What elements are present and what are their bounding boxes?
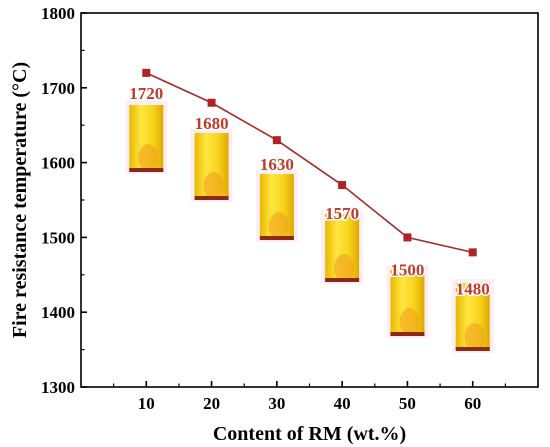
sample-base: [325, 278, 360, 282]
y-tick-label: 1800: [41, 4, 75, 23]
sample-base: [129, 168, 164, 172]
x-tick-label: 10: [138, 394, 155, 413]
sample-base: [455, 347, 490, 351]
sample-photo: [190, 129, 233, 202]
sample-base: [194, 196, 229, 200]
sample-glow: [464, 323, 485, 351]
x-tick-label: 20: [203, 394, 220, 413]
data-label: 1680: [195, 114, 229, 133]
data-point: [403, 233, 412, 242]
sample-photo: [386, 266, 429, 338]
series-line: [145, 72, 473, 254]
x-axis-title: Content of RM (wt.%): [213, 423, 406, 445]
data-label: 1480: [456, 279, 490, 298]
data-point: [142, 68, 151, 77]
sample-photo: [451, 279, 494, 353]
sample-glow: [203, 172, 224, 200]
data-label: 1630: [260, 155, 294, 174]
axes: 1300 1400 1500 1600 1700 1800 10 20 30 40 50 60: [41, 4, 539, 413]
x-tick-label: 60: [464, 394, 481, 413]
sample-glow: [138, 144, 159, 172]
data-label: 1500: [390, 260, 424, 279]
sample-base: [259, 236, 294, 240]
y-tick-label: 1500: [41, 228, 75, 247]
x-tick-label: 40: [334, 394, 351, 413]
data-labels: 1720 1680 1630 1570 1500 1480: [128, 82, 491, 300]
y-tick-label: 1400: [41, 303, 75, 322]
data-label: 1720: [129, 84, 163, 103]
data-point: [468, 248, 477, 257]
sample-photos: [125, 101, 494, 353]
data-series: [142, 68, 477, 257]
sample-glow: [268, 212, 289, 240]
data-point: [338, 181, 347, 190]
sample-photo: [255, 170, 298, 242]
y-tick-label: 1600: [41, 154, 75, 173]
sample-glow: [399, 308, 420, 336]
sample-photo: [125, 101, 168, 174]
sample-base: [390, 332, 425, 336]
data-point: [272, 136, 281, 145]
y-axis-title: Fire resistance temperature (°C): [9, 62, 31, 338]
data-point: [207, 98, 216, 107]
sample-glow: [334, 254, 355, 282]
x-tick-label: 30: [268, 394, 285, 413]
y-tick-label: 1700: [41, 79, 75, 98]
data-label: 1570: [325, 204, 359, 223]
x-tick-label: 50: [399, 394, 416, 413]
sample-photo: [321, 210, 364, 284]
y-tick-label: 1300: [41, 378, 75, 397]
